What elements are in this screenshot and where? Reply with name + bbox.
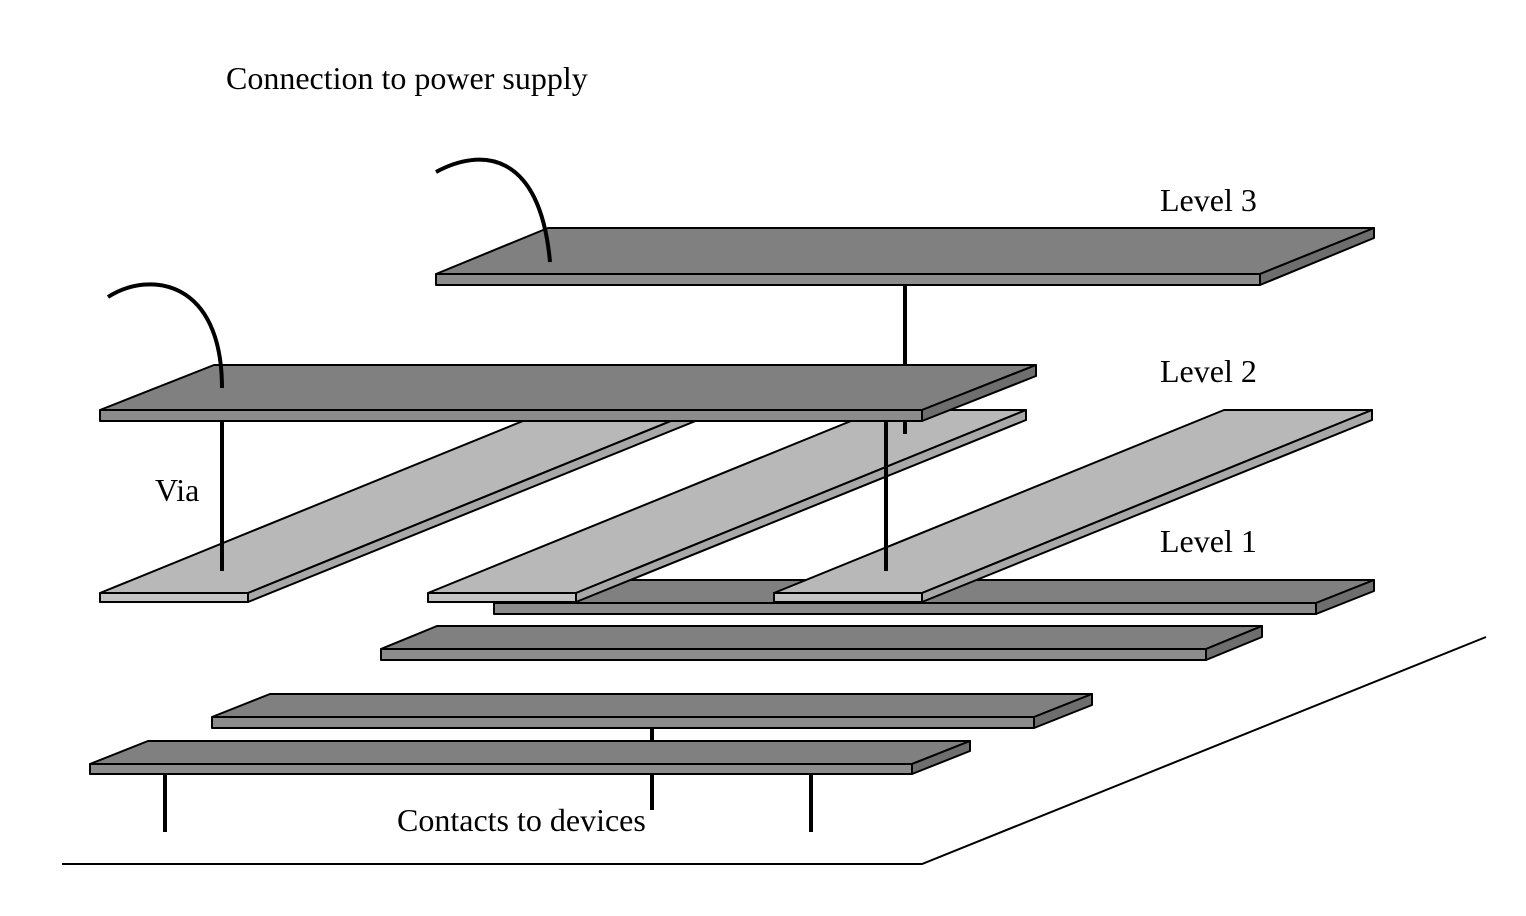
device-contacts [163,774,813,832]
substrate-outline [62,636,1487,865]
level2-dark-strip [99,364,1037,422]
via-label: Via [155,472,199,508]
level3-strip [435,227,1375,286]
power-connection-wire-level2 [106,282,224,389]
power-supply-label: Connection to power supply [226,60,588,96]
level2-strip-2 [427,409,1027,603]
level2-label: Level 2 [1160,353,1257,389]
contacts-label: Contacts to devices [397,802,646,838]
level1-label: Level 1 [1160,523,1257,559]
level2-strip-3 [773,409,1373,603]
level3-label: Level 3 [1160,182,1257,218]
power-connection-wire-level3 [435,157,552,263]
level1-strip-1 [89,740,971,775]
level1-strip-3 [380,625,1263,661]
level1-strip-2 [211,693,1093,729]
